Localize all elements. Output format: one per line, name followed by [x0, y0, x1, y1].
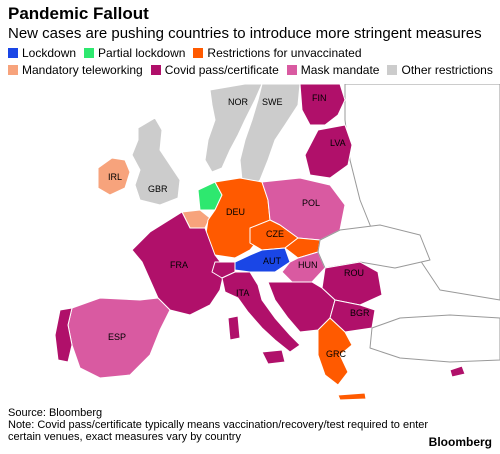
country-prt: [54, 307, 73, 363]
label-nor: NOR: [228, 97, 249, 107]
legend-item-teleworking: Mandatory teleworking: [8, 63, 143, 77]
other-swatch: [387, 65, 398, 75]
country-grc: [317, 317, 353, 386]
partial-lockdown-swatch: [84, 48, 95, 58]
legend-row-2: Mandatory teleworking Covid pass/certifi…: [8, 63, 498, 77]
legend-item-partial-lockdown: Partial lockdown: [84, 46, 185, 60]
legend-label: Lockdown: [22, 46, 77, 60]
label-bgr: BGR: [350, 308, 370, 318]
country-fra: [131, 211, 226, 316]
legend-label: Mandatory teleworking: [22, 63, 143, 77]
country-hun: [281, 251, 326, 283]
covid-pass-swatch: [150, 65, 161, 75]
country-gbr: [131, 117, 181, 206]
country-labels: NOR SWE FIN LVA IRL GBR DEU POL CZE FRA …: [108, 93, 370, 359]
label-cze: CZE: [266, 229, 284, 239]
label-lva: LVA: [330, 138, 346, 148]
label-ita: ITA: [236, 288, 249, 298]
teleworking-swatch: [8, 65, 18, 75]
chart-title: Pandemic Fallout: [8, 4, 149, 23]
restrictions-swatch: [193, 48, 204, 58]
europe-map: NOR SWE FIN LVA IRL GBR DEU POL CZE FRA …: [54, 84, 500, 401]
label-esp: ESP: [108, 332, 126, 342]
country-ita: [221, 271, 301, 353]
legend-item-lockdown: Lockdown: [8, 46, 76, 60]
footer: Source: Bloomberg Note: Covid pass/certi…: [8, 407, 448, 443]
country-fin: [299, 84, 346, 126]
label-pol: POL: [302, 198, 320, 208]
label-grc: GRC: [326, 349, 347, 359]
legend-label: Partial lockdown: [98, 46, 186, 60]
country-lva: [304, 124, 353, 179]
country-ukr: [317, 224, 431, 269]
label-hun: HUN: [298, 260, 318, 270]
legend-label: Other restrictions: [401, 63, 493, 77]
label-gbr: GBR: [148, 184, 168, 194]
label-deu: DEU: [226, 207, 245, 217]
label-swe: SWE: [262, 97, 283, 107]
label-fin: FIN: [312, 93, 327, 103]
mask-mandate-swatch: [286, 65, 297, 75]
country-cyp: [449, 365, 466, 378]
country-ita-sardinia: [227, 315, 241, 341]
legend-item-restrictions-unvaccinated: Restrictions for unvaccinated: [193, 46, 362, 60]
label-aut: AUT: [263, 256, 282, 266]
country-irl: [97, 157, 131, 196]
lockdown-swatch: [8, 48, 18, 58]
country-ita-sicily: [261, 349, 286, 365]
legend-label: Mask mandate: [300, 63, 380, 77]
legend-item-other: Other restrictions: [387, 63, 493, 77]
legend-row-1: Lockdown Partial lockdown Restrictions f…: [8, 46, 498, 60]
legend-label: Restrictions for unvaccinated: [207, 46, 362, 60]
label-fra: FRA: [170, 260, 188, 270]
country-grc-crete: [337, 392, 367, 401]
note-text: Note: Covid pass/certificate typically m…: [8, 419, 429, 443]
chart-subtitle: New cases are pushing countries to intro…: [8, 25, 482, 42]
bloomberg-logo: Bloomberg: [428, 435, 492, 449]
legend: Lockdown Partial lockdown Restrictions f…: [8, 46, 498, 80]
legend-item-covid-pass: Covid pass/certificate: [150, 63, 279, 77]
label-rou: ROU: [344, 268, 364, 278]
source-text: Source: Bloomberg: [8, 407, 103, 419]
label-irl: IRL: [108, 172, 122, 182]
legend-item-mask-mandate: Mask mandate: [286, 63, 380, 77]
country-tur: [369, 314, 500, 363]
legend-label: Covid pass/certificate: [164, 63, 279, 77]
